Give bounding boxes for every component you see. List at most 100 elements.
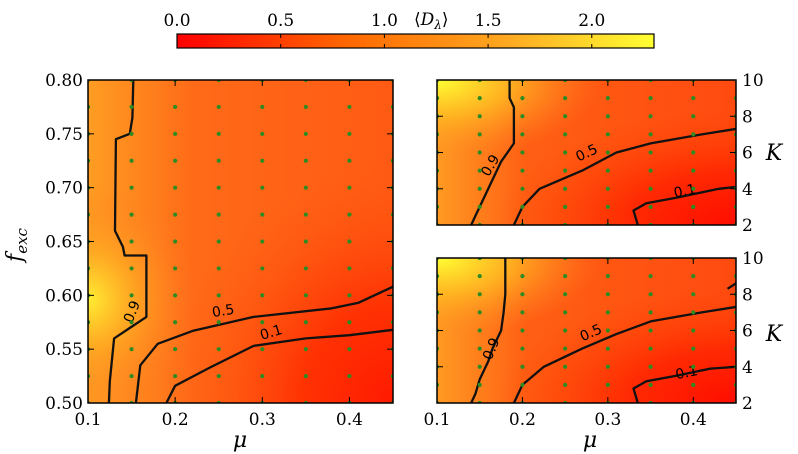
sample-point — [605, 346, 610, 351]
y-tick-label: 10 — [742, 249, 764, 269]
sample-point — [520, 292, 525, 297]
sample-point — [173, 158, 178, 163]
y-tick-label: 0.80 — [45, 71, 83, 91]
colorbar-label: ⟨Dλ⟩ — [414, 10, 449, 32]
colorbar-tick-label: 1.0 — [371, 11, 398, 31]
sample-point — [648, 204, 653, 209]
sample-point — [129, 131, 134, 136]
heatmap-panel-left: 0.9 0.50.1 0.1 0.2 0.3 0.40.500.550.600.650.… — [3, 71, 394, 453]
sample-point — [260, 293, 265, 298]
sample-point — [303, 239, 308, 244]
contour-label-0.1: 0.1 — [258, 322, 284, 344]
sample-point — [605, 96, 610, 101]
sample-point — [347, 373, 352, 379]
sample-point — [129, 212, 134, 217]
sample-point — [648, 310, 653, 315]
sample-point — [303, 293, 308, 298]
colorbar-tick-label: 2.0 — [578, 11, 605, 31]
sample-point — [477, 168, 482, 173]
sample-point — [605, 132, 610, 137]
sample-point — [303, 266, 308, 271]
sample-point — [520, 346, 525, 351]
sample-point — [216, 212, 221, 217]
y-tick-label: 2 — [742, 394, 753, 414]
sample-point — [477, 186, 482, 191]
sample-point — [347, 185, 352, 190]
sample-point — [563, 204, 568, 209]
sample-point — [129, 266, 134, 271]
sample-point — [347, 347, 352, 352]
sample-point — [260, 239, 265, 244]
contour-label-0.5: 0.5 — [211, 302, 236, 321]
colorbar: 0.0 0.5 1.0 1.5 2.0 ⟨Dλ⟩ — [163, 10, 655, 49]
sample-point — [260, 158, 265, 163]
sample-point — [648, 186, 653, 191]
sample-point — [563, 132, 568, 137]
colorbar-gradient — [176, 33, 655, 49]
sample-point — [173, 131, 178, 136]
sample-point — [347, 320, 352, 325]
sample-point — [520, 204, 525, 209]
sample-point — [347, 293, 352, 298]
sample-point — [563, 328, 568, 333]
sample-point — [520, 382, 525, 387]
sample-point — [563, 114, 568, 119]
sample-point — [520, 168, 525, 173]
sample-point — [691, 150, 696, 155]
sample-point — [477, 274, 482, 279]
sample-point — [605, 150, 610, 155]
sample-point — [216, 373, 221, 379]
x-tick-label: 0.1 — [423, 410, 450, 430]
sample-point — [648, 292, 653, 297]
sample-point — [477, 96, 482, 101]
sample-point — [173, 347, 178, 352]
sample-point — [347, 239, 352, 244]
y-tick-label: 4 — [742, 358, 753, 378]
y-tick-label: 0.65 — [45, 233, 83, 253]
sample-point — [520, 114, 525, 119]
sample-point — [605, 364, 610, 369]
sample-point — [648, 168, 653, 173]
contour-label-0.9: 0.9 — [121, 299, 144, 326]
sample-point — [216, 104, 221, 110]
sample-point — [216, 185, 221, 190]
y-tick-label: 4 — [742, 180, 753, 200]
sample-point — [691, 346, 696, 351]
sample-point — [691, 132, 696, 137]
sample-point — [477, 328, 482, 333]
sample-point — [691, 96, 696, 101]
sample-point — [520, 96, 525, 101]
sample-point — [563, 186, 568, 191]
sample-point — [260, 347, 265, 352]
sample-point — [563, 96, 568, 101]
sample-point — [520, 150, 525, 155]
sample-point — [648, 150, 653, 155]
sample-point — [347, 104, 352, 110]
sample-point — [691, 204, 696, 209]
sample-point — [303, 212, 308, 217]
sample-point — [260, 212, 265, 217]
sample-point — [303, 104, 308, 110]
sample-point — [563, 168, 568, 173]
sample-point — [347, 266, 352, 271]
sample-point — [173, 293, 178, 298]
x-tick-label: 0.4 — [680, 410, 707, 430]
y-tick-label: 8 — [742, 107, 753, 127]
contour-line-0.1 — [632, 365, 736, 403]
sample-point — [129, 239, 134, 244]
sample-point — [303, 347, 308, 352]
x-axis-label-bottom-right: μ — [583, 428, 597, 453]
sample-point — [173, 104, 178, 110]
sample-point — [605, 186, 610, 191]
sample-point — [173, 239, 178, 244]
sample-point — [563, 346, 568, 351]
contour-line-0.1 — [632, 185, 736, 225]
sample-point — [216, 266, 221, 271]
sample-point — [477, 114, 482, 119]
contour-line-0.9 — [107, 80, 148, 403]
sample-point — [129, 373, 134, 379]
contour-line-edge — [726, 282, 736, 290]
contour-label-0.1: 0.1 — [672, 182, 697, 202]
sample-point — [563, 364, 568, 369]
axis-ticks-bottom-right: 0.1 0.2 0.3 0.4 2 4 6 8 10 — [423, 249, 763, 430]
